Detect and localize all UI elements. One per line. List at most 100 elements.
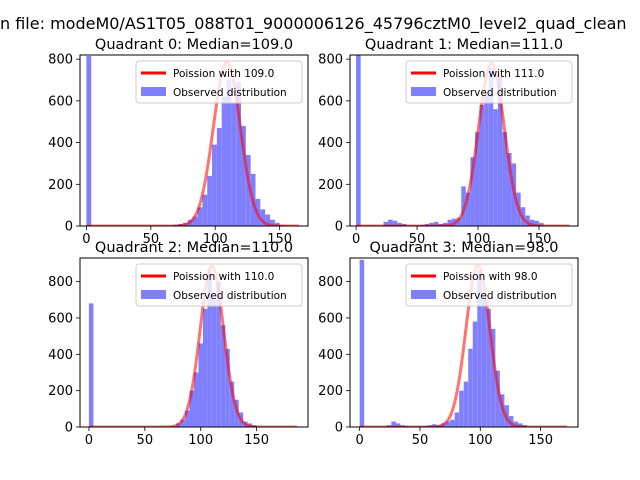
- legend-box: [405, 60, 573, 104]
- histogram-bar: [506, 153, 512, 226]
- histogram-bar: [445, 421, 451, 427]
- histogram-bar: [388, 219, 393, 226]
- legend-label-observed: Observed distribution: [443, 290, 557, 302]
- legend: Poission with 110.0 Observed distribution: [135, 263, 303, 307]
- histogram-bar: [484, 92, 489, 226]
- histogram-bar: [465, 192, 471, 226]
- histogram-bar: [260, 209, 266, 226]
- legend: Poission with 109.0 Observed distribution: [135, 60, 303, 104]
- histogram-bar: [534, 220, 539, 226]
- histogram-bar: [229, 381, 235, 427]
- legend-bar-swatch: [141, 290, 166, 299]
- histogram-bar: [479, 105, 485, 226]
- chart-panel-0: 0 50 100 150 0 200 400 600 800 Poission with 109.…: [48, 37, 309, 247]
- x-tick-label: 50: [409, 232, 426, 247]
- plot-area: [85, 56, 300, 226]
- chart-title: Quadrant 3: Median=98.0: [370, 240, 559, 256]
- histogram-bar: [194, 372, 199, 427]
- legend-label-observed: Observed distribution: [173, 290, 287, 302]
- legend-box: [405, 263, 573, 307]
- y-tick-label: 400: [48, 136, 73, 151]
- legend-label-poisson: Poission with 109.0: [173, 68, 274, 80]
- histogram-bar: [468, 348, 473, 427]
- legend-box: [135, 60, 303, 104]
- histogram-bar: [525, 215, 530, 226]
- axes-frame: [79, 257, 309, 428]
- y-tick-label: 0: [335, 220, 343, 235]
- y-tick-label: 600: [318, 94, 343, 109]
- histogram-bar: [245, 155, 251, 226]
- poisson-curve: [85, 60, 300, 226]
- plot-area: [355, 55, 571, 226]
- histogram-bar: [459, 390, 464, 427]
- histogram-bar: [463, 381, 469, 427]
- histogram-bar: [456, 217, 462, 226]
- histogram-bar: [241, 125, 246, 226]
- axes-frame: [349, 257, 579, 428]
- histogram-bar: [180, 419, 186, 427]
- x-tick-label: 0: [85, 433, 93, 448]
- y-tick-label: 0: [335, 421, 343, 436]
- histogram-bar: [383, 221, 389, 226]
- legend-label-poisson: Poission with 111.0: [443, 68, 544, 80]
- histogram-bar: [490, 328, 496, 427]
- x-tick-label: 150: [527, 232, 552, 247]
- histogram-bar: [202, 194, 208, 226]
- histogram-bar: [486, 308, 491, 427]
- histogram-bar: [216, 127, 222, 226]
- chart-title: Quadrant 0: Median=109.0: [95, 37, 293, 53]
- legend-label-observed: Observed distribution: [173, 87, 287, 99]
- y-tick-label: 200: [48, 178, 73, 193]
- histogram-bar: [508, 416, 514, 427]
- histogram-bar: [391, 421, 396, 427]
- histogram-bar: [86, 56, 92, 226]
- x-tick-label: 100: [188, 433, 213, 448]
- legend-label-poisson: Poission with 110.0: [173, 271, 274, 283]
- histogram-bar: [450, 419, 455, 427]
- y-tick-label: 400: [48, 348, 73, 363]
- x-tick-label: 50: [412, 433, 429, 448]
- x-tick-label: 150: [267, 232, 292, 247]
- histogram-bar: [477, 270, 482, 427]
- y-tick-label: 200: [318, 384, 343, 399]
- histogram-bar: [474, 132, 480, 226]
- legend-label-poisson: Poission with 98.0: [443, 271, 538, 283]
- histogram-bar: [454, 412, 460, 427]
- axes-frame: [349, 54, 579, 227]
- y-tick-label: 400: [318, 136, 343, 151]
- histogram-bar: [433, 221, 439, 226]
- histogram-bar: [481, 299, 487, 427]
- poisson-curve: [355, 61, 571, 226]
- y-tick-label: 0: [65, 421, 73, 436]
- histogram-bar: [472, 321, 478, 427]
- histogram-bar: [397, 222, 402, 226]
- legend-label-observed: Observed distribution: [443, 87, 557, 99]
- y-tick-label: 0: [65, 220, 73, 235]
- histogram-bar: [88, 303, 94, 427]
- y-tick-label: 800: [48, 53, 73, 68]
- y-tick-label: 800: [318, 275, 343, 290]
- histogram-bar: [192, 216, 198, 226]
- chart-panel-3: 0 50 100 150 0 200 400 600 800 Poission with 98.0…: [318, 240, 579, 448]
- histogram-bar: [236, 82, 242, 226]
- histogram-bar: [447, 219, 453, 226]
- histogram-bar: [202, 308, 208, 427]
- chart-panel-1: 0 50 100 150 0 200 400 600 800 Poission with 111.…: [318, 37, 579, 247]
- y-tick-label: 600: [318, 311, 343, 326]
- legend: Poission with 98.0 Observed distribution: [405, 263, 573, 307]
- histogram-bar: [197, 207, 203, 226]
- x-tick-label: 150: [244, 433, 269, 448]
- histogram-bar: [359, 259, 365, 427]
- axes-frame: [79, 54, 309, 227]
- histogram-bar: [185, 410, 190, 427]
- histogram-bar: [216, 281, 221, 427]
- legend: Poission with 111.0 Observed distribution: [405, 60, 573, 104]
- y-tick-label: 800: [48, 275, 73, 290]
- histogram-bar: [470, 157, 475, 226]
- x-tick-label: 150: [528, 433, 553, 448]
- chart-panel-2: 0 50 100 150 0 200 400 600 800 Poission with 110.…: [48, 240, 309, 448]
- legend-bar-swatch: [141, 87, 166, 96]
- histogram-bar: [513, 421, 518, 427]
- histogram-bar: [395, 423, 401, 427]
- histogram-bar: [225, 348, 230, 427]
